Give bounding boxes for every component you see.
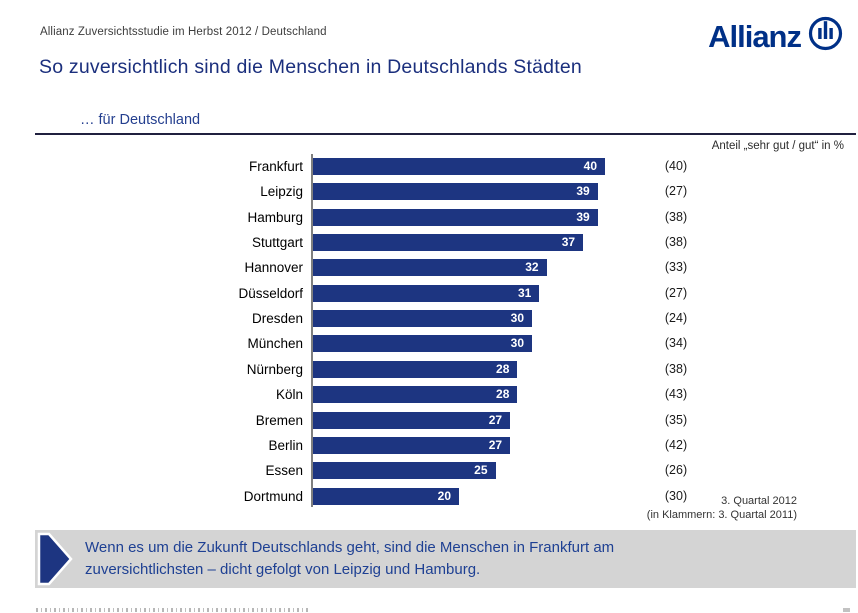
city-label: Dresden [251, 311, 303, 327]
chart-row: München 30 (34) [35, 331, 835, 356]
bar-value-label: 20 [437, 488, 451, 503]
bar-value-label: 39 [576, 184, 590, 199]
bar-chart: Frankfurt 40 (40) Leipzig 39 (27) Hambur… [35, 154, 835, 510]
chart-row: Hamburg 39 (38) [35, 205, 835, 230]
previous-year-value: (42) [664, 437, 688, 452]
bar: 20 [313, 487, 459, 505]
city-label: Stuttgart [251, 235, 303, 251]
chart-row: Essen 25 (26) [35, 458, 835, 483]
bar-value-label: 27 [488, 412, 503, 427]
bar: 37 [313, 234, 584, 252]
chart-row: Nürnberg 28 (38) [35, 357, 835, 382]
bar: 27 [313, 411, 511, 429]
callout-text-line2: zuversichtlichsten – dicht gefolgt von L… [85, 561, 481, 578]
previous-year-value: (24) [664, 311, 688, 326]
chart-row: Berlin 27 (42) [35, 433, 835, 458]
city-label: Nürnberg [246, 361, 303, 377]
bar: 40 [313, 158, 605, 175]
previous-year-value: (40) [664, 159, 688, 173]
callout-box: Wenn es um die Zukunft Deutschlands geht… [35, 530, 856, 588]
bar-value-label: 40 [583, 159, 597, 173]
callout-text: Wenn es um die Zukunft Deutschlands geht… [85, 537, 614, 581]
city-label: Köln [275, 387, 303, 403]
city-label: Dortmund [243, 488, 303, 504]
bar: 31 [313, 284, 540, 302]
previous-year-value: (30) [664, 488, 688, 503]
bar: 27 [313, 436, 511, 454]
city-label: Düsseldorf [238, 285, 303, 301]
bar: 39 [313, 183, 598, 201]
bar: 30 [313, 335, 532, 353]
footer-clipped-text [36, 608, 308, 612]
bar-value-label: 31 [517, 285, 532, 300]
bar-value-label: 27 [488, 437, 503, 452]
bar: 39 [313, 208, 598, 226]
bar: 28 [313, 360, 518, 378]
previous-year-value: (26) [664, 463, 688, 478]
chart-row: Dortmund 20 (30) [35, 484, 835, 509]
city-label: Leipzig [260, 184, 303, 200]
chart-row: Stuttgart 37 (38) [35, 230, 835, 255]
chart-row: Bremen 27 (35) [35, 408, 835, 433]
bar-value-label: 30 [510, 311, 524, 326]
city-label: Hannover [244, 260, 303, 276]
bar-value-label: 32 [525, 260, 539, 275]
city-label: Berlin [268, 437, 303, 453]
bar-value-label: 28 [496, 361, 510, 376]
previous-year-value: (27) [664, 285, 688, 300]
previous-year-value: (27) [664, 184, 688, 199]
previous-year-value: (38) [664, 361, 688, 376]
chart-row: Dresden 30 (24) [35, 306, 835, 331]
allianz-logo-text: Allianz [708, 18, 802, 54]
period-notes: 3. Quartal 2012 (in Klammern: 3. Quartal… [647, 494, 797, 522]
period-note-current: 3. Quartal 2012 [721, 495, 797, 507]
y-axis-line [311, 154, 313, 507]
bar-value-label: 25 [474, 463, 488, 478]
footer-clipped-page-number [843, 608, 850, 612]
city-label: Essen [265, 463, 303, 479]
callout-arrow-icon [37, 532, 75, 591]
chart-row: Köln 28 (43) [35, 382, 835, 407]
bar: 25 [313, 462, 496, 480]
previous-year-value: (34) [664, 336, 688, 351]
chart-row: Hannover 32 (33) [35, 255, 835, 280]
bar-value-label: 28 [496, 387, 510, 402]
city-label: Hamburg [247, 209, 303, 225]
allianz-logo: Allianz [708, 16, 843, 56]
previous-year-value: (38) [664, 209, 688, 224]
chart-subtitle: … für Deutschland [80, 112, 201, 128]
bar: 28 [313, 386, 518, 404]
divider-line [35, 133, 856, 135]
bar-value-label: 30 [510, 336, 524, 351]
chart-row: Düsseldorf 31 (27) [35, 281, 835, 306]
bar-value-label: 39 [576, 209, 590, 224]
city-label: Bremen [255, 412, 303, 428]
chart-row: Leipzig 39 (27) [35, 179, 835, 204]
city-label: München [247, 336, 303, 352]
unit-note: Anteil „sehr gut / gut“ in % [711, 140, 844, 152]
chart-row: Frankfurt 40 (40) [35, 154, 835, 179]
page-title: So zuversichtlich sind die Menschen in D… [39, 56, 582, 78]
previous-year-value: (35) [664, 412, 688, 427]
previous-year-value: (38) [664, 235, 688, 250]
period-note-previous: (in Klammern: 3. Quartal 2011) [646, 509, 797, 521]
bar: 32 [313, 259, 547, 277]
study-line: Allianz Zuversichtsstudie im Herbst 2012… [40, 26, 327, 38]
callout-text-line1: Wenn es um die Zukunft Deutschlands geht… [85, 539, 615, 556]
bar-value-label: 37 [561, 235, 576, 250]
city-label: Frankfurt [248, 159, 303, 174]
allianz-eagle-icon [808, 16, 843, 56]
previous-year-value: (33) [664, 260, 688, 275]
previous-year-value: (43) [664, 387, 688, 402]
bar: 30 [313, 310, 532, 328]
